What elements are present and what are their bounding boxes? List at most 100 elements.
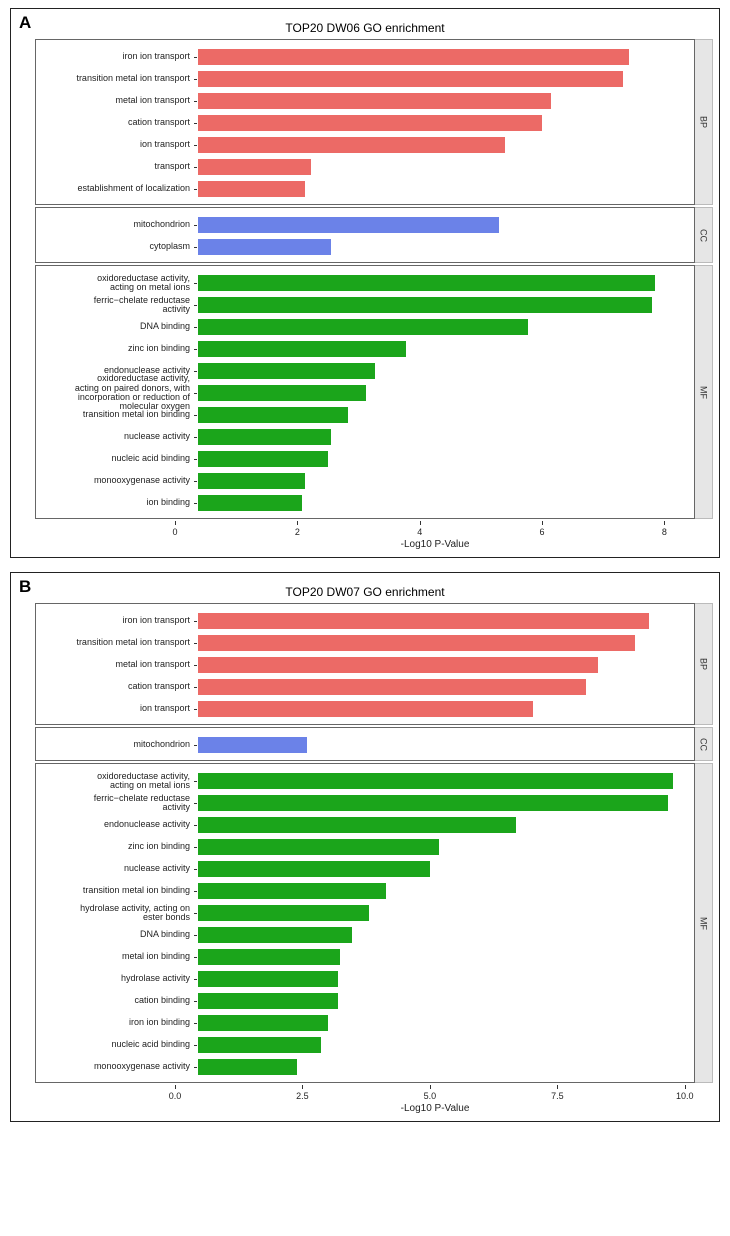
bar-row: nuclease activity [40, 858, 690, 880]
bar-row: nuclease activity [40, 426, 690, 448]
bar-row: metal ion binding [40, 946, 690, 968]
bar-label: ion binding [40, 498, 194, 507]
bar-row: hydrolase activity, acting onester bonds [40, 902, 690, 924]
bar-area [198, 632, 690, 654]
y-tick [194, 57, 197, 58]
bar-label: oxidoreductase activity,acting on metal … [40, 274, 194, 293]
bar-area [198, 134, 690, 156]
bar-row: cation transport [40, 676, 690, 698]
bar [198, 137, 505, 153]
bar-label: hydrolase activity [40, 974, 194, 983]
x-tick-label: 0 [172, 527, 177, 537]
bar [198, 701, 533, 717]
x-tick [175, 521, 176, 525]
y-tick [194, 393, 197, 394]
bar [198, 613, 649, 629]
x-tick-label: 0.0 [169, 1091, 182, 1101]
y-tick [194, 957, 197, 958]
y-tick [194, 803, 197, 804]
bar [198, 1037, 321, 1053]
bar-row: iron ion transport [40, 46, 690, 68]
bar-row: DNA binding [40, 924, 690, 946]
bar [198, 217, 499, 233]
bar [198, 407, 348, 423]
y-tick [194, 79, 197, 80]
x-axis-title: -Log10 P-Value [401, 1103, 470, 1114]
bar-area [198, 836, 690, 858]
bar-area [198, 156, 690, 178]
y-tick [194, 371, 197, 372]
x-tick [420, 521, 421, 525]
bar-area [198, 112, 690, 134]
bar-label: DNA binding [40, 930, 194, 939]
y-tick [194, 349, 197, 350]
strip-label: MF [695, 763, 713, 1083]
bar-label: transport [40, 162, 194, 171]
bar-label: nuclease activity [40, 864, 194, 873]
x-axis: 02468-Log10 P-Value [17, 521, 713, 551]
bar-label: metal ion transport [40, 660, 194, 669]
bar-row: oxidoreductase activity,acting on paired… [40, 382, 690, 404]
bar-row: ferric−chelate reductaseactivity [40, 792, 690, 814]
bar [198, 883, 386, 899]
bar-label: transition metal ion binding [40, 886, 194, 895]
facet-mf: oxidoreductase activity,acting on metal … [35, 763, 713, 1083]
y-tick [194, 123, 197, 124]
bar-area [198, 68, 690, 90]
bar [198, 795, 668, 811]
bar-row: endonuclease activity [40, 814, 690, 836]
bar [198, 341, 406, 357]
y-tick [194, 101, 197, 102]
bar-row: iron ion transport [40, 610, 690, 632]
chart-title: TOP20 DW06 GO enrichment [17, 21, 713, 35]
bar [198, 115, 542, 131]
bar-row: DNA binding [40, 316, 690, 338]
bar [198, 297, 652, 313]
x-tick-label: 2.5 [296, 1091, 309, 1101]
x-tick-label: 6 [540, 527, 545, 537]
bar-area [198, 272, 690, 294]
bar-area [198, 968, 690, 990]
bar-row: zinc ion binding [40, 836, 690, 858]
y-tick [194, 709, 197, 710]
bar-area [198, 814, 690, 836]
bar-label: hydrolase activity, acting onester bonds [40, 904, 194, 923]
y-tick [194, 305, 197, 306]
bar-area [198, 880, 690, 902]
bar-area [198, 404, 690, 426]
bar-area [198, 1012, 690, 1034]
strip-label: BP [695, 39, 713, 205]
y-tick [194, 847, 197, 848]
bar [198, 93, 551, 109]
bar [198, 993, 338, 1009]
y-tick [194, 621, 197, 622]
bar-row: establishment of localization [40, 178, 690, 200]
y-tick [194, 1067, 197, 1068]
bar-area [198, 338, 690, 360]
strip-label: CC [695, 207, 713, 263]
bar-area [198, 46, 690, 68]
bar-area [198, 382, 690, 404]
strip-label: BP [695, 603, 713, 725]
bar-label: nuclease activity [40, 432, 194, 441]
bar [198, 949, 340, 965]
bar-label: ferric−chelate reductaseactivity [40, 794, 194, 813]
bar [198, 451, 328, 467]
bar [198, 49, 629, 65]
x-tick [302, 1085, 303, 1089]
facet-body: oxidoreductase activity,acting on metal … [35, 265, 695, 519]
bar-area [198, 360, 690, 382]
bar-row: transport [40, 156, 690, 178]
bar-area [198, 858, 690, 880]
panel-letter: A [19, 13, 31, 33]
bar-label: transition metal ion binding [40, 410, 194, 419]
bar-label: cation binding [40, 996, 194, 1005]
y-tick [194, 283, 197, 284]
x-tick [430, 1085, 431, 1089]
bar-row: mitochondrion [40, 214, 690, 236]
bar-label: zinc ion binding [40, 344, 194, 353]
facet-body: mitochondrion [35, 727, 695, 761]
bar-area [198, 946, 690, 968]
y-tick [194, 1023, 197, 1024]
bar-row: ion transport [40, 134, 690, 156]
